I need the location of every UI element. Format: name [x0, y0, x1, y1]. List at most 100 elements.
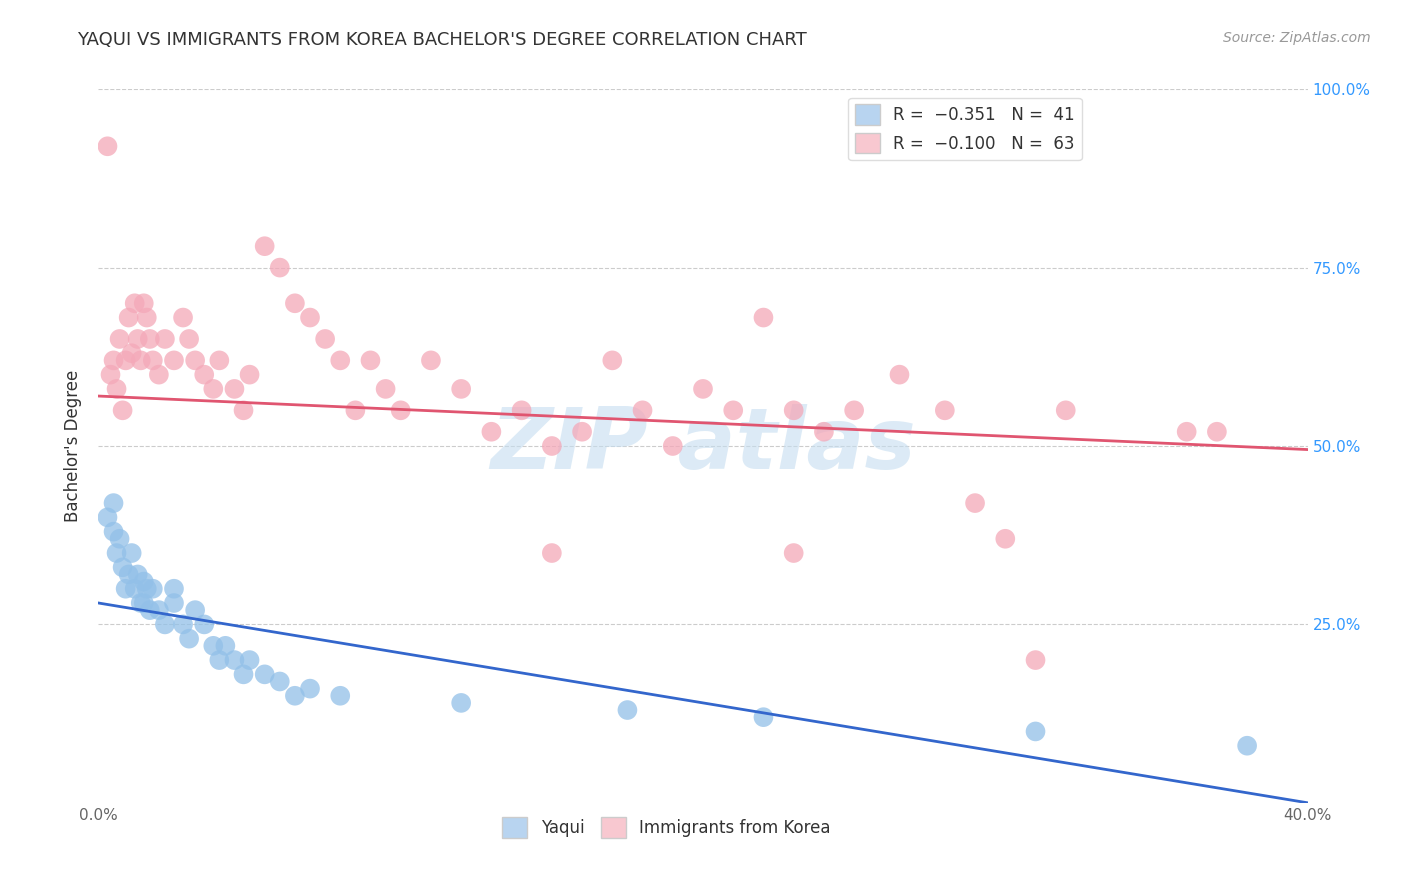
Point	[105, 546, 128, 560]
Point	[631, 403, 654, 417]
Point	[208, 353, 231, 368]
Point	[1024, 724, 1046, 739]
Point	[153, 332, 176, 346]
Point	[540, 546, 562, 560]
Point	[510, 403, 533, 417]
Point	[114, 353, 136, 368]
Point	[450, 382, 472, 396]
Point	[179, 332, 201, 346]
Point	[96, 510, 118, 524]
Point	[239, 368, 262, 382]
Point	[232, 403, 254, 417]
Point	[329, 689, 352, 703]
Point	[148, 368, 170, 382]
Point	[135, 310, 157, 325]
Y-axis label: Bachelor's Degree: Bachelor's Degree	[65, 370, 83, 522]
Point	[344, 403, 367, 417]
Point	[723, 403, 745, 417]
Point	[135, 582, 157, 596]
Point	[329, 353, 352, 368]
Text: ZIP atlas: ZIP atlas	[491, 404, 915, 488]
Point	[153, 617, 176, 632]
Point	[994, 532, 1017, 546]
Point	[224, 382, 246, 396]
Point	[132, 596, 155, 610]
Point	[100, 368, 122, 382]
Point	[132, 296, 155, 310]
Point	[124, 296, 146, 310]
Point	[299, 310, 322, 325]
Point	[172, 310, 194, 325]
Point	[118, 567, 141, 582]
Point	[420, 353, 443, 368]
Point	[129, 353, 152, 368]
Legend: Yaqui, Immigrants from Korea: Yaqui, Immigrants from Korea	[496, 811, 838, 845]
Point	[202, 639, 225, 653]
Point	[121, 546, 143, 560]
Point	[208, 653, 231, 667]
Point	[571, 425, 593, 439]
Point	[193, 368, 215, 382]
Point	[253, 667, 276, 681]
Point	[103, 496, 125, 510]
Point	[813, 425, 835, 439]
Point	[114, 582, 136, 596]
Point	[299, 681, 322, 696]
Point	[1024, 653, 1046, 667]
Point	[127, 332, 149, 346]
Point	[889, 368, 911, 382]
Point	[374, 382, 396, 396]
Point	[111, 403, 134, 417]
Point	[1236, 739, 1258, 753]
Point	[752, 310, 775, 325]
Point	[163, 596, 186, 610]
Point	[118, 310, 141, 325]
Point	[139, 603, 162, 617]
Point	[224, 653, 246, 667]
Point	[202, 382, 225, 396]
Point	[179, 632, 201, 646]
Text: YAQUI VS IMMIGRANTS FROM KOREA BACHELOR'S DEGREE CORRELATION CHART: YAQUI VS IMMIGRANTS FROM KOREA BACHELOR'…	[77, 31, 807, 49]
Text: Source: ZipAtlas.com: Source: ZipAtlas.com	[1223, 31, 1371, 45]
Point	[96, 139, 118, 153]
Point	[752, 710, 775, 724]
Point	[148, 603, 170, 617]
Point	[360, 353, 382, 368]
Point	[692, 382, 714, 396]
Point	[314, 332, 336, 346]
Point	[253, 239, 276, 253]
Point	[172, 617, 194, 632]
Point	[111, 560, 134, 574]
Point	[103, 353, 125, 368]
Point	[142, 353, 165, 368]
Point	[269, 674, 291, 689]
Point	[232, 667, 254, 681]
Point	[389, 403, 412, 417]
Point	[142, 582, 165, 596]
Point	[163, 582, 186, 596]
Point	[965, 496, 987, 510]
Point	[269, 260, 291, 275]
Point	[214, 639, 236, 653]
Point	[1206, 425, 1229, 439]
Point	[284, 689, 307, 703]
Point	[934, 403, 956, 417]
Point	[481, 425, 503, 439]
Point	[129, 596, 152, 610]
Point	[844, 403, 866, 417]
Point	[1175, 425, 1198, 439]
Point	[108, 332, 131, 346]
Point	[193, 617, 215, 632]
Point	[127, 567, 149, 582]
Point	[783, 546, 806, 560]
Point	[163, 353, 186, 368]
Point	[105, 382, 128, 396]
Point	[184, 603, 207, 617]
Point	[540, 439, 562, 453]
Point	[783, 403, 806, 417]
Point	[121, 346, 143, 360]
Point	[108, 532, 131, 546]
Point	[132, 574, 155, 589]
Point	[661, 439, 683, 453]
Point	[616, 703, 638, 717]
